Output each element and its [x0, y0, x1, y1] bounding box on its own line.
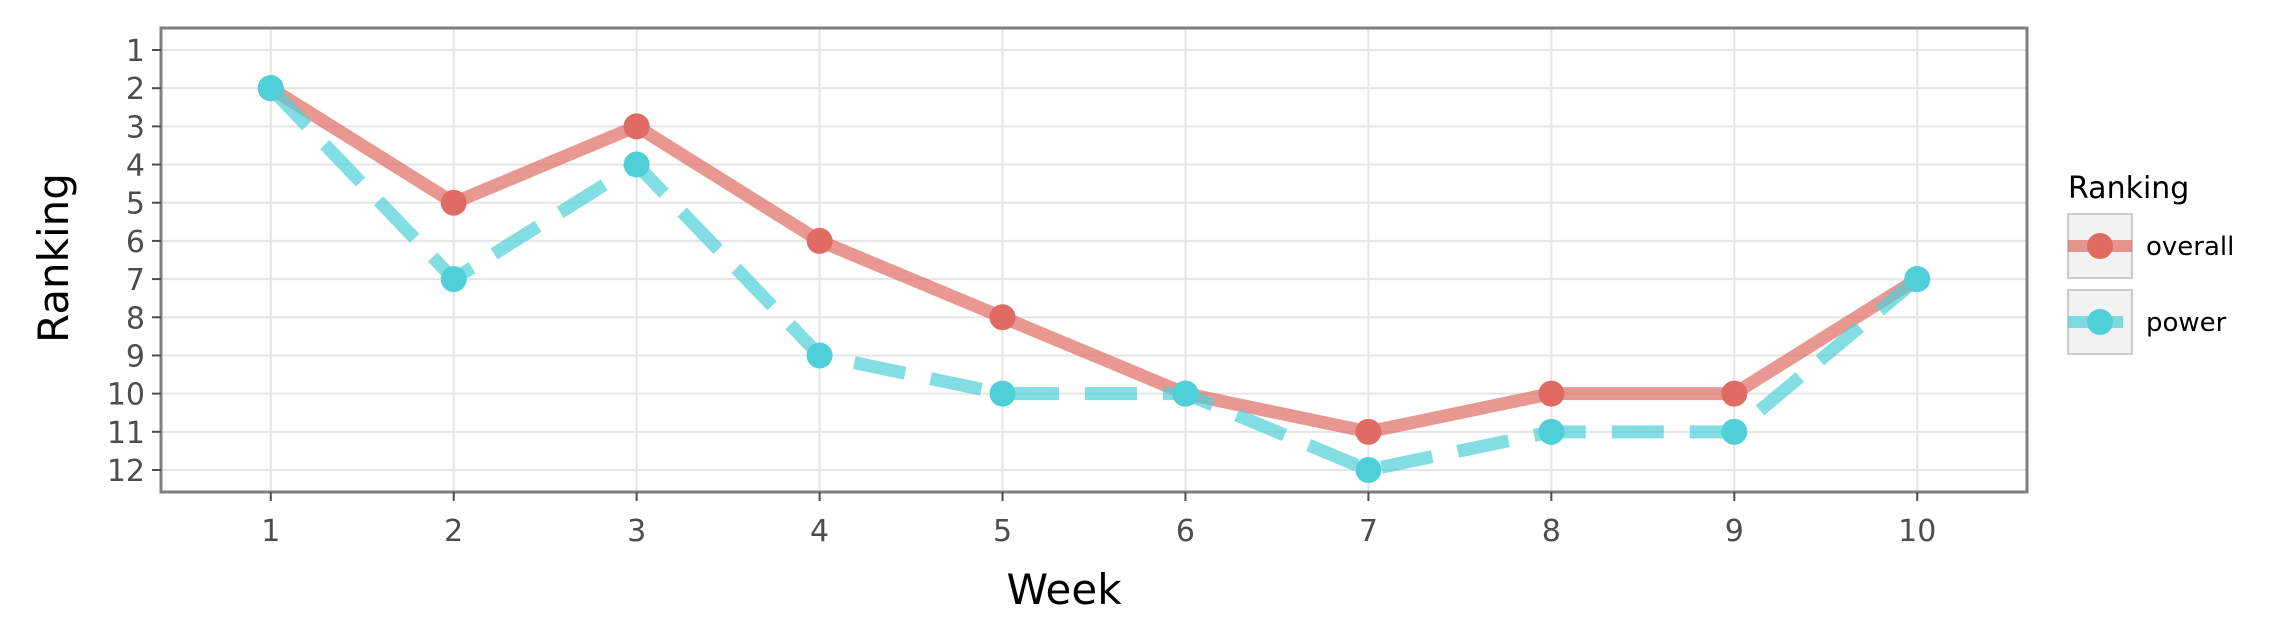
y-tick-label: 12 [107, 454, 145, 489]
data-point-overall [623, 113, 650, 140]
data-point-overall [806, 227, 833, 254]
x-tick-label: 8 [1542, 514, 1561, 549]
x-tick-label: 7 [1359, 514, 1378, 549]
y-tick-label: 3 [126, 110, 145, 145]
data-point-power [623, 151, 650, 178]
y-tick-label: 7 [126, 263, 145, 298]
data-point-overall [1538, 380, 1565, 407]
x-tick-label: 6 [1176, 514, 1195, 549]
x-axis: 1 2 3 4 5 6 7 8 9 10 [261, 492, 1936, 549]
legend-label-power: power [2146, 308, 2227, 338]
data-point-overall [989, 304, 1016, 331]
plot-border [159, 26, 2029, 494]
x-tick-label: 3 [627, 514, 646, 549]
series-layer [257, 75, 1931, 483]
x-tick-label: 10 [1898, 514, 1936, 549]
data-point-overall [1355, 418, 1382, 445]
data-point-power [1721, 418, 1748, 445]
x-tick-label: 9 [1725, 514, 1744, 549]
data-point-power [440, 266, 467, 293]
y-tick-label: 2 [126, 72, 145, 107]
x-axis-title: Week [1006, 565, 1122, 614]
data-point-power [1904, 266, 1931, 293]
x-tick-label: 4 [810, 514, 829, 549]
series-line-overall [267, 82, 1921, 439]
x-tick-label: 2 [444, 514, 463, 549]
data-point-power [257, 75, 284, 102]
y-tick-label: 1 [126, 34, 145, 69]
y-tick-label: 10 [107, 378, 145, 413]
x-tick-label: 1 [261, 514, 280, 549]
series-line-power [266, 83, 1922, 477]
data-point-power [1355, 457, 1382, 483]
legend: Ranking overall power [2067, 171, 2234, 355]
y-axis-title: Ranking [29, 173, 78, 343]
y-tick-label: 6 [126, 225, 145, 260]
data-point-power [989, 380, 1016, 407]
legend-point-power [2087, 309, 2113, 335]
legend-label-overall: overall [2146, 232, 2234, 262]
legend-title: Ranking [2068, 171, 2189, 206]
data-point-overall [1721, 380, 1748, 407]
y-tick-label: 5 [126, 187, 145, 222]
data-point-power [806, 342, 833, 369]
y-tick-label: 8 [126, 301, 145, 336]
y-tick-label: 11 [107, 416, 145, 451]
legend-point-overall [2087, 233, 2113, 259]
x-tick-label: 5 [993, 514, 1012, 549]
y-tick-label: 9 [126, 339, 145, 374]
data-point-power [1172, 380, 1199, 407]
data-point-power [1538, 418, 1565, 445]
y-tick-label: 4 [126, 149, 145, 184]
data-point-overall [440, 189, 467, 216]
